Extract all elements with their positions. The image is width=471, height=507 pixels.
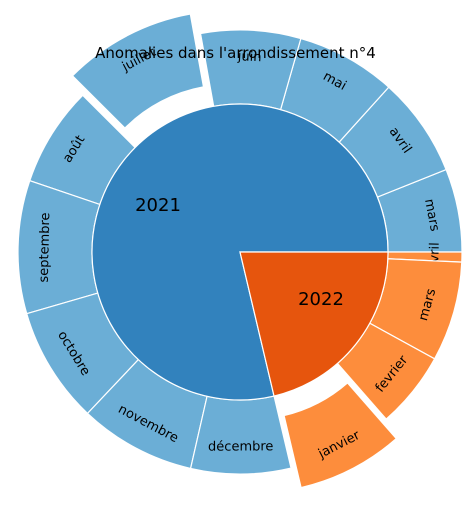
inner-label-2021: 2021 bbox=[135, 195, 181, 216]
outer-wedge-2022-janvier[interactable] bbox=[283, 382, 398, 489]
inner-ring: 2021 2022 bbox=[91, 103, 389, 401]
outer-wedge-2021-septembre[interactable] bbox=[17, 179, 101, 315]
chart-title: Anomalies dans l'arrondissement n°4 bbox=[95, 44, 376, 62]
inner-label-2022: 2022 bbox=[298, 289, 344, 310]
inner-wedge-2022[interactable] bbox=[239, 251, 389, 397]
outer-label-2021-dcembre: décembre bbox=[208, 439, 273, 454]
outer-ring: marsavrilmaijuinjuilletaoûtseptembreocto… bbox=[17, 13, 463, 489]
outer-label-2021-mars: mars bbox=[421, 198, 442, 233]
outer-wedge-2021-juillet[interactable] bbox=[71, 13, 205, 129]
outer-label-2021-juin: juin bbox=[236, 49, 261, 65]
outer-wedge-2021-dcembre[interactable] bbox=[189, 395, 292, 475]
outer-label-2021-septembre: septembre bbox=[37, 212, 54, 282]
